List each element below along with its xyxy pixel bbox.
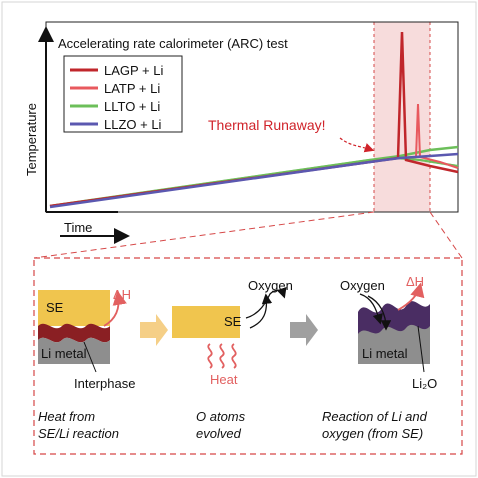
process-arrow-1 xyxy=(140,314,168,346)
arc-chart: Accelerating rate calorimeter (ARC) test… xyxy=(24,21,459,244)
li-metal-block-3 xyxy=(358,324,430,364)
process-arrow-2 xyxy=(290,314,318,346)
oxygen-arrow-2b xyxy=(245,286,287,319)
heat-label: Heat xyxy=(210,372,238,387)
interphase-layer xyxy=(38,323,110,343)
se-block-1 xyxy=(38,290,110,326)
curves xyxy=(49,31,459,209)
delta-h-label-3: ΔH xyxy=(406,274,424,289)
heat-release-arrow-3 xyxy=(397,282,425,311)
legend-label-llto: LLTO + Li xyxy=(104,99,160,114)
thermal-runaway-label: Thermal Runaway! xyxy=(208,117,326,133)
legend-label-lagp: LAGP + Li xyxy=(104,63,163,78)
y-axis-label: Temperature xyxy=(24,103,39,176)
curve-llto-upper xyxy=(49,145,459,208)
legend: LAGP + Li LATP + Li LLTO + Li LLZO + Li xyxy=(63,55,183,133)
li2o-pointer xyxy=(417,325,425,373)
li2o-label: Li₂O xyxy=(412,376,437,391)
li-metal-label-3: Li metal xyxy=(362,346,408,361)
caption-1-line-1: Heat from xyxy=(38,409,95,424)
legend-label-llzo: LLZO + Li xyxy=(104,117,162,132)
zoom-connector xyxy=(33,211,463,259)
heat-wave-1 xyxy=(207,343,213,369)
interphase-pointer xyxy=(83,341,97,373)
delta-h-label-1: ΔH xyxy=(113,287,131,302)
panel-interphase: SE Li metal ΔH Interphase Heat from SE/L… xyxy=(38,287,135,441)
oxygen-arrow-3a xyxy=(359,293,383,325)
legend-label-latp: LATP + Li xyxy=(104,81,160,96)
panel-li-oxygen-reaction: Li metal Oxygen ΔH Li₂O Reaction of Li a… xyxy=(322,274,437,441)
panel-oxygen-evolution: SE Oxygen Heat O atoms evolved xyxy=(172,278,293,441)
heat-wave-2 xyxy=(219,343,225,369)
caption-1-line-2: SE/Li reaction xyxy=(38,426,119,441)
interphase-label: Interphase xyxy=(74,376,135,391)
oxygen-label-2: Oxygen xyxy=(248,278,293,293)
thermal-runaway-arrow xyxy=(339,137,375,153)
heat-wave-3 xyxy=(231,343,237,369)
curve-llzo xyxy=(49,152,459,209)
zoom-line-right xyxy=(429,211,463,259)
caption-3-line-2: oxygen (from SE) xyxy=(322,426,423,441)
se-block-2 xyxy=(172,306,240,338)
oxygen-arrow-3b xyxy=(367,295,392,331)
caption-2-line-2: evolved xyxy=(196,426,242,441)
se-label-2: SE xyxy=(224,314,242,329)
mechanism-box xyxy=(33,257,463,455)
caption-2-line-1: O atoms xyxy=(196,409,246,424)
li-metal-block-1 xyxy=(38,337,110,364)
zoom-line-left xyxy=(33,211,375,259)
caption-3-line-1: Reaction of Li and xyxy=(322,409,428,424)
heat-release-arrow-1 xyxy=(103,290,127,327)
chart-title: Accelerating rate calorimeter (ARC) test xyxy=(58,36,288,51)
li-metal-label-1: Li metal xyxy=(41,346,87,361)
se-label-1: SE xyxy=(46,300,64,315)
oxygen-label-3: Oxygen xyxy=(340,278,385,293)
x-axis-label: Time xyxy=(64,220,92,235)
